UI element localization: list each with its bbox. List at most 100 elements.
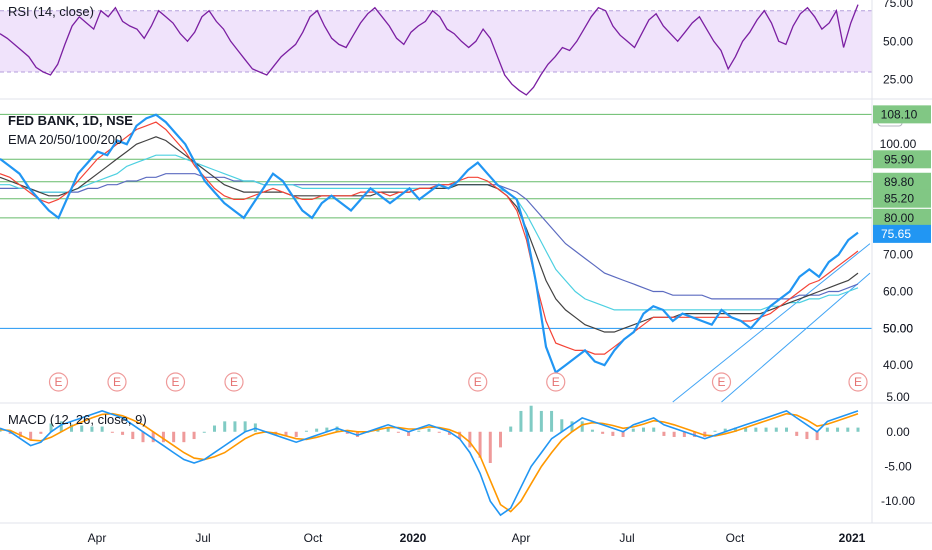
time-tick-label: Apr bbox=[88, 531, 107, 545]
macd-histogram-bar bbox=[59, 421, 63, 432]
macd-histogram-bar bbox=[529, 405, 533, 432]
svg-text:E: E bbox=[171, 375, 179, 389]
macd-histogram-bar bbox=[90, 426, 94, 432]
price-tick-label: 70.00 bbox=[883, 248, 913, 262]
price-level-tag: 95.90 bbox=[873, 150, 931, 169]
macd-line bbox=[0, 410, 859, 517]
macd-histogram-bar bbox=[458, 431, 462, 440]
svg-text:108.10: 108.10 bbox=[881, 107, 918, 121]
right-price-scale[interactable]: 25.00 50.00 75.00 40.00 50.00 60.00 70.00 100.0… bbox=[0, 0, 932, 524]
earnings-marker[interactable]: E bbox=[165, 372, 186, 392]
svg-text:85.20: 85.20 bbox=[884, 192, 914, 206]
macd-histogram-bar bbox=[49, 423, 53, 432]
macd-histogram-bar bbox=[243, 421, 247, 432]
macd-histogram-bar bbox=[468, 431, 472, 448]
rsi-panel bbox=[0, 4, 872, 96]
macd-tick-label: 0.00 bbox=[886, 425, 910, 439]
earnings-marker[interactable]: E bbox=[107, 372, 127, 392]
macd-histogram-bar bbox=[345, 431, 349, 434]
svg-text:E: E bbox=[552, 375, 560, 389]
macd-histogram-bar bbox=[825, 427, 829, 432]
macd-histogram-bar bbox=[70, 424, 73, 432]
price-tick-label: 50.00 bbox=[883, 321, 913, 335]
macd-histogram-bar bbox=[39, 431, 43, 434]
macd-histogram-bar bbox=[110, 431, 114, 433]
svg-text:E: E bbox=[113, 375, 121, 389]
trend-channel-lower bbox=[721, 272, 871, 403]
macd-histogram-bar bbox=[733, 427, 737, 432]
svg-text:89.80: 89.80 bbox=[884, 175, 914, 189]
macd-histogram-bar bbox=[202, 431, 206, 433]
price-line bbox=[0, 113, 859, 375]
rsi-tick-label: 50.00 bbox=[883, 34, 913, 48]
price-level-tag: 108.10 bbox=[873, 105, 931, 124]
macd-histogram-bar bbox=[846, 427, 850, 432]
macd-histogram-bar bbox=[631, 428, 635, 432]
signal-line bbox=[0, 412, 859, 513]
macd-histogram-bar bbox=[376, 429, 380, 432]
ema-legend: EMA 20/50/100/200 bbox=[8, 132, 123, 147]
macd-histogram-bar bbox=[0, 429, 2, 432]
macd-title: MACD (12, 26, close, 9) bbox=[8, 412, 147, 427]
macd-tick-label: 5.00 bbox=[886, 390, 910, 404]
macd-histogram-bar bbox=[539, 410, 543, 432]
svg-text:E: E bbox=[230, 375, 238, 389]
earnings-marker[interactable]: E bbox=[224, 372, 244, 392]
macd-histogram-bar bbox=[386, 427, 390, 432]
macd-histogram-bar bbox=[407, 431, 411, 436]
macd-histogram-bar bbox=[744, 427, 748, 432]
macd-histogram-bar bbox=[713, 430, 717, 432]
macd-histogram-bar bbox=[550, 410, 554, 432]
time-tick-label: Oct bbox=[304, 531, 323, 545]
macd-histogram-bar bbox=[417, 430, 421, 432]
macd-histogram-bar bbox=[213, 425, 216, 432]
rsi-band bbox=[0, 10, 872, 72]
trend-channel-upper bbox=[672, 243, 871, 403]
macd-histogram-bar bbox=[121, 431, 125, 435]
macd-histogram-bar bbox=[172, 431, 176, 443]
macd-histogram-bar bbox=[192, 431, 196, 440]
time-scale[interactable]: Apr Jul Oct 2020 Apr Jul Oct 2021 bbox=[88, 531, 866, 545]
price-level-tag: 89.80 bbox=[873, 172, 931, 191]
macd-histogram-bar bbox=[437, 431, 441, 433]
time-tick-label: Jul bbox=[195, 531, 210, 545]
macd-histogram-bar bbox=[662, 431, 666, 436]
macd-histogram-bar bbox=[8, 431, 12, 434]
earnings-marker[interactable]: E bbox=[546, 372, 566, 392]
macd-histogram-bar bbox=[785, 427, 788, 432]
macd-panel bbox=[0, 405, 860, 517]
macd-histogram-bar bbox=[805, 431, 809, 440]
earnings-marker[interactable]: E bbox=[48, 372, 69, 392]
macd-histogram-bar bbox=[601, 431, 605, 434]
macd-histogram-bar bbox=[580, 421, 584, 432]
svg-text:95.90: 95.90 bbox=[884, 152, 914, 166]
svg-text:75.65: 75.65 bbox=[881, 227, 911, 241]
price-tick-label: 60.00 bbox=[883, 285, 913, 299]
price-level-tag: 85.20 bbox=[873, 189, 931, 208]
earnings-marker[interactable]: E bbox=[468, 372, 488, 392]
macd-histogram-bar bbox=[836, 427, 840, 432]
macd-histogram-bar bbox=[672, 431, 676, 437]
ema-line bbox=[0, 173, 859, 300]
macd-histogram-bar bbox=[182, 431, 186, 443]
svg-text:80.00: 80.00 bbox=[884, 211, 914, 225]
macd-histogram-bar bbox=[447, 431, 451, 435]
rsi-line bbox=[0, 4, 859, 96]
macd-histogram-bar bbox=[499, 431, 502, 448]
macd-histogram-bar bbox=[642, 427, 645, 432]
macd-histogram-bar bbox=[151, 431, 155, 443]
macd-histogram-bar bbox=[478, 431, 482, 458]
earnings-marker[interactable]: E bbox=[848, 372, 868, 392]
earnings-marker[interactable]: E bbox=[711, 372, 732, 392]
ema-line bbox=[0, 154, 859, 311]
rsi-title: RSI (14, close) bbox=[8, 4, 94, 19]
macd-histogram-bar bbox=[427, 428, 431, 432]
macd-histogram-bar bbox=[754, 427, 758, 432]
macd-histogram-bar bbox=[682, 431, 686, 437]
macd-histogram-bar bbox=[233, 421, 237, 432]
svg-text:E: E bbox=[54, 375, 62, 389]
time-tick-label: Oct bbox=[726, 531, 745, 545]
svg-text:E: E bbox=[717, 375, 725, 389]
